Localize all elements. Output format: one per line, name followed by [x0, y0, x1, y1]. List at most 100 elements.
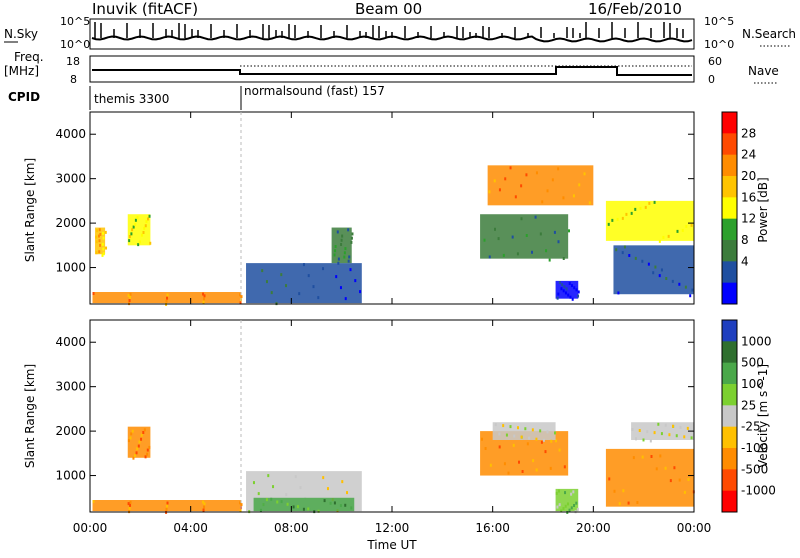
scatter-speck: [558, 448, 561, 452]
scatter-speck: [534, 215, 537, 219]
scatter-speck: [339, 504, 342, 508]
scatter-speck: [504, 177, 507, 181]
scatter-speck: [102, 236, 105, 240]
scatter-speck: [555, 439, 557, 443]
scatter-speck: [664, 466, 667, 470]
colorbar-segment: [722, 448, 737, 470]
velocity-colorbar: 1000 500 100 25 -25 -100 -500 -1000: [721, 319, 776, 513]
scatter-speck: [265, 498, 268, 502]
scatter-speck: [641, 455, 644, 459]
scatter-speck: [563, 285, 566, 289]
scatter-speck: [556, 505, 559, 509]
scatter-speck: [129, 436, 132, 440]
scatter-speck: [667, 234, 670, 238]
scatter-speck: [261, 269, 264, 273]
scatter-speck: [535, 468, 538, 472]
scatter-speck: [621, 216, 624, 220]
scatter-speck: [135, 451, 138, 455]
scatter-speck: [662, 235, 665, 239]
y-tick-label: 3000: [55, 172, 86, 186]
scatter-speck: [671, 279, 674, 283]
scatter-speck: [498, 432, 501, 436]
scatter-speck: [576, 507, 579, 511]
scatter-speck: [634, 207, 637, 211]
scatter-speck: [203, 294, 206, 298]
scatter-region: [492, 422, 556, 440]
scatter-speck: [531, 428, 534, 432]
noise-panel-frame: [89, 18, 695, 50]
power-ylabel: Slant Range [km]: [23, 158, 37, 262]
scatter-speck: [560, 287, 563, 291]
scatter-speck: [642, 438, 645, 442]
scatter-speck: [512, 443, 515, 447]
scatter-speck: [92, 292, 95, 295]
scatter-speck: [678, 478, 681, 482]
scatter-speck: [336, 230, 339, 234]
scatter-speck: [535, 437, 538, 441]
scatter-speck: [557, 292, 560, 296]
scatter-speck: [652, 271, 655, 275]
scatter-speck: [202, 508, 205, 512]
scatter-region: [480, 214, 569, 259]
scatter-speck: [143, 428, 146, 432]
scatter-speck: [571, 297, 574, 301]
scatter-speck: [203, 502, 206, 506]
scatter-speck: [684, 285, 687, 289]
scatter-speck: [265, 280, 268, 284]
scatter-speck: [335, 275, 338, 279]
scatter-speck: [347, 228, 350, 232]
scatter-speck: [101, 242, 104, 246]
scatter-speck: [653, 431, 656, 435]
cpid-label: CPID: [8, 90, 40, 104]
scatter-speck: [569, 295, 572, 299]
scatter-speck: [359, 290, 362, 294]
scatter-speck: [98, 228, 101, 232]
scatter-speck: [344, 247, 347, 251]
scatter-speck: [555, 491, 558, 495]
scatter-speck: [572, 490, 575, 494]
scatter-speck: [683, 435, 686, 439]
power-heatmap: [89, 111, 695, 306]
scatter-speck: [128, 239, 131, 243]
x-axis-label: Time UT: [366, 538, 417, 552]
scatter-speck: [95, 235, 98, 239]
scatter-speck: [641, 259, 644, 263]
scatter-speck: [334, 245, 337, 248]
colorbar-tick-label: 28: [741, 126, 756, 140]
scatter-speck: [128, 235, 131, 238]
scatter-speck: [562, 196, 565, 200]
scatter-speck: [280, 500, 283, 504]
scatter-speck: [622, 489, 625, 493]
scatter-speck: [511, 235, 514, 239]
scatter-speck: [567, 293, 570, 297]
scatter-speck: [166, 504, 169, 508]
scatter-speck: [333, 501, 336, 505]
freq-right-tick-bottom: 0: [708, 73, 715, 86]
scatter-region: [605, 448, 694, 507]
scatter-speck: [549, 466, 552, 470]
scatter-region: [127, 214, 151, 246]
colorbar-segment: [722, 320, 737, 342]
colorbar-tick-label: -500: [741, 462, 768, 476]
scatter-speck: [102, 231, 105, 235]
axes-ticks: 1000 2000 3000 4000 1000 2000 3000 4000 00:00 04:…: [55, 112, 711, 535]
colorbar-tick-label: 20: [741, 169, 756, 183]
colorbar-tick-label: 500: [741, 356, 764, 370]
power-colorbar-label: Power [dB]: [756, 177, 770, 242]
scatter-speck: [203, 297, 206, 301]
scatter-speck: [286, 502, 289, 506]
scatter-speck: [664, 423, 667, 427]
velocity-ylabel: Slant Range [km]: [23, 364, 37, 468]
scatter-speck: [239, 301, 242, 305]
scatter-speck: [621, 251, 624, 255]
scatter-speck: [673, 466, 676, 470]
scatter-speck: [348, 255, 351, 259]
scatter-speck: [568, 282, 571, 285]
scatter-speck: [691, 288, 694, 292]
scatter-speck: [98, 250, 101, 254]
scatter-speck: [542, 438, 545, 442]
scatter-speck: [628, 254, 631, 257]
scatter-speck: [302, 263, 305, 267]
scatter-speck: [675, 434, 678, 438]
scatter-speck: [322, 267, 325, 271]
